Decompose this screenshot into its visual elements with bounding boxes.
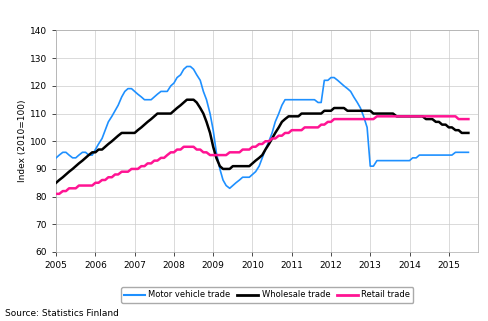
Motor vehicle trade — [466, 150, 471, 154]
Retail trade — [299, 128, 305, 132]
Motor vehicle trade — [407, 159, 412, 162]
Wholesale trade — [184, 98, 190, 102]
Line: Retail trade: Retail trade — [56, 116, 468, 194]
Retail trade — [466, 117, 471, 121]
Legend: Motor vehicle trade, Wholesale trade, Retail trade: Motor vehicle trade, Wholesale trade, Re… — [121, 287, 413, 303]
Wholesale trade — [53, 181, 59, 185]
Wholesale trade — [439, 123, 445, 126]
Wholesale trade — [466, 131, 471, 135]
Wholesale trade — [404, 114, 409, 118]
Motor vehicle trade — [184, 65, 190, 68]
Retail trade — [315, 126, 321, 129]
Motor vehicle trade — [305, 98, 311, 102]
Retail trade — [53, 192, 59, 196]
Retail trade — [374, 114, 380, 118]
Wholesale trade — [295, 114, 301, 118]
Wholesale trade — [73, 164, 79, 168]
Y-axis label: Index (2010=100): Index (2010=100) — [18, 100, 27, 183]
Motor vehicle trade — [299, 98, 305, 102]
Motor vehicle trade — [322, 78, 327, 82]
Wholesale trade — [318, 112, 324, 116]
Motor vehicle trade — [443, 153, 448, 157]
Motor vehicle trade — [227, 187, 233, 190]
Line: Wholesale trade: Wholesale trade — [56, 100, 468, 183]
Retail trade — [439, 114, 445, 118]
Line: Motor vehicle trade: Motor vehicle trade — [56, 66, 468, 188]
Text: Source: Statistics Finland: Source: Statistics Finland — [5, 309, 119, 318]
Retail trade — [73, 187, 79, 190]
Motor vehicle trade — [73, 156, 79, 160]
Retail trade — [404, 114, 409, 118]
Motor vehicle trade — [53, 156, 59, 160]
Wholesale trade — [302, 112, 307, 116]
Retail trade — [292, 128, 298, 132]
